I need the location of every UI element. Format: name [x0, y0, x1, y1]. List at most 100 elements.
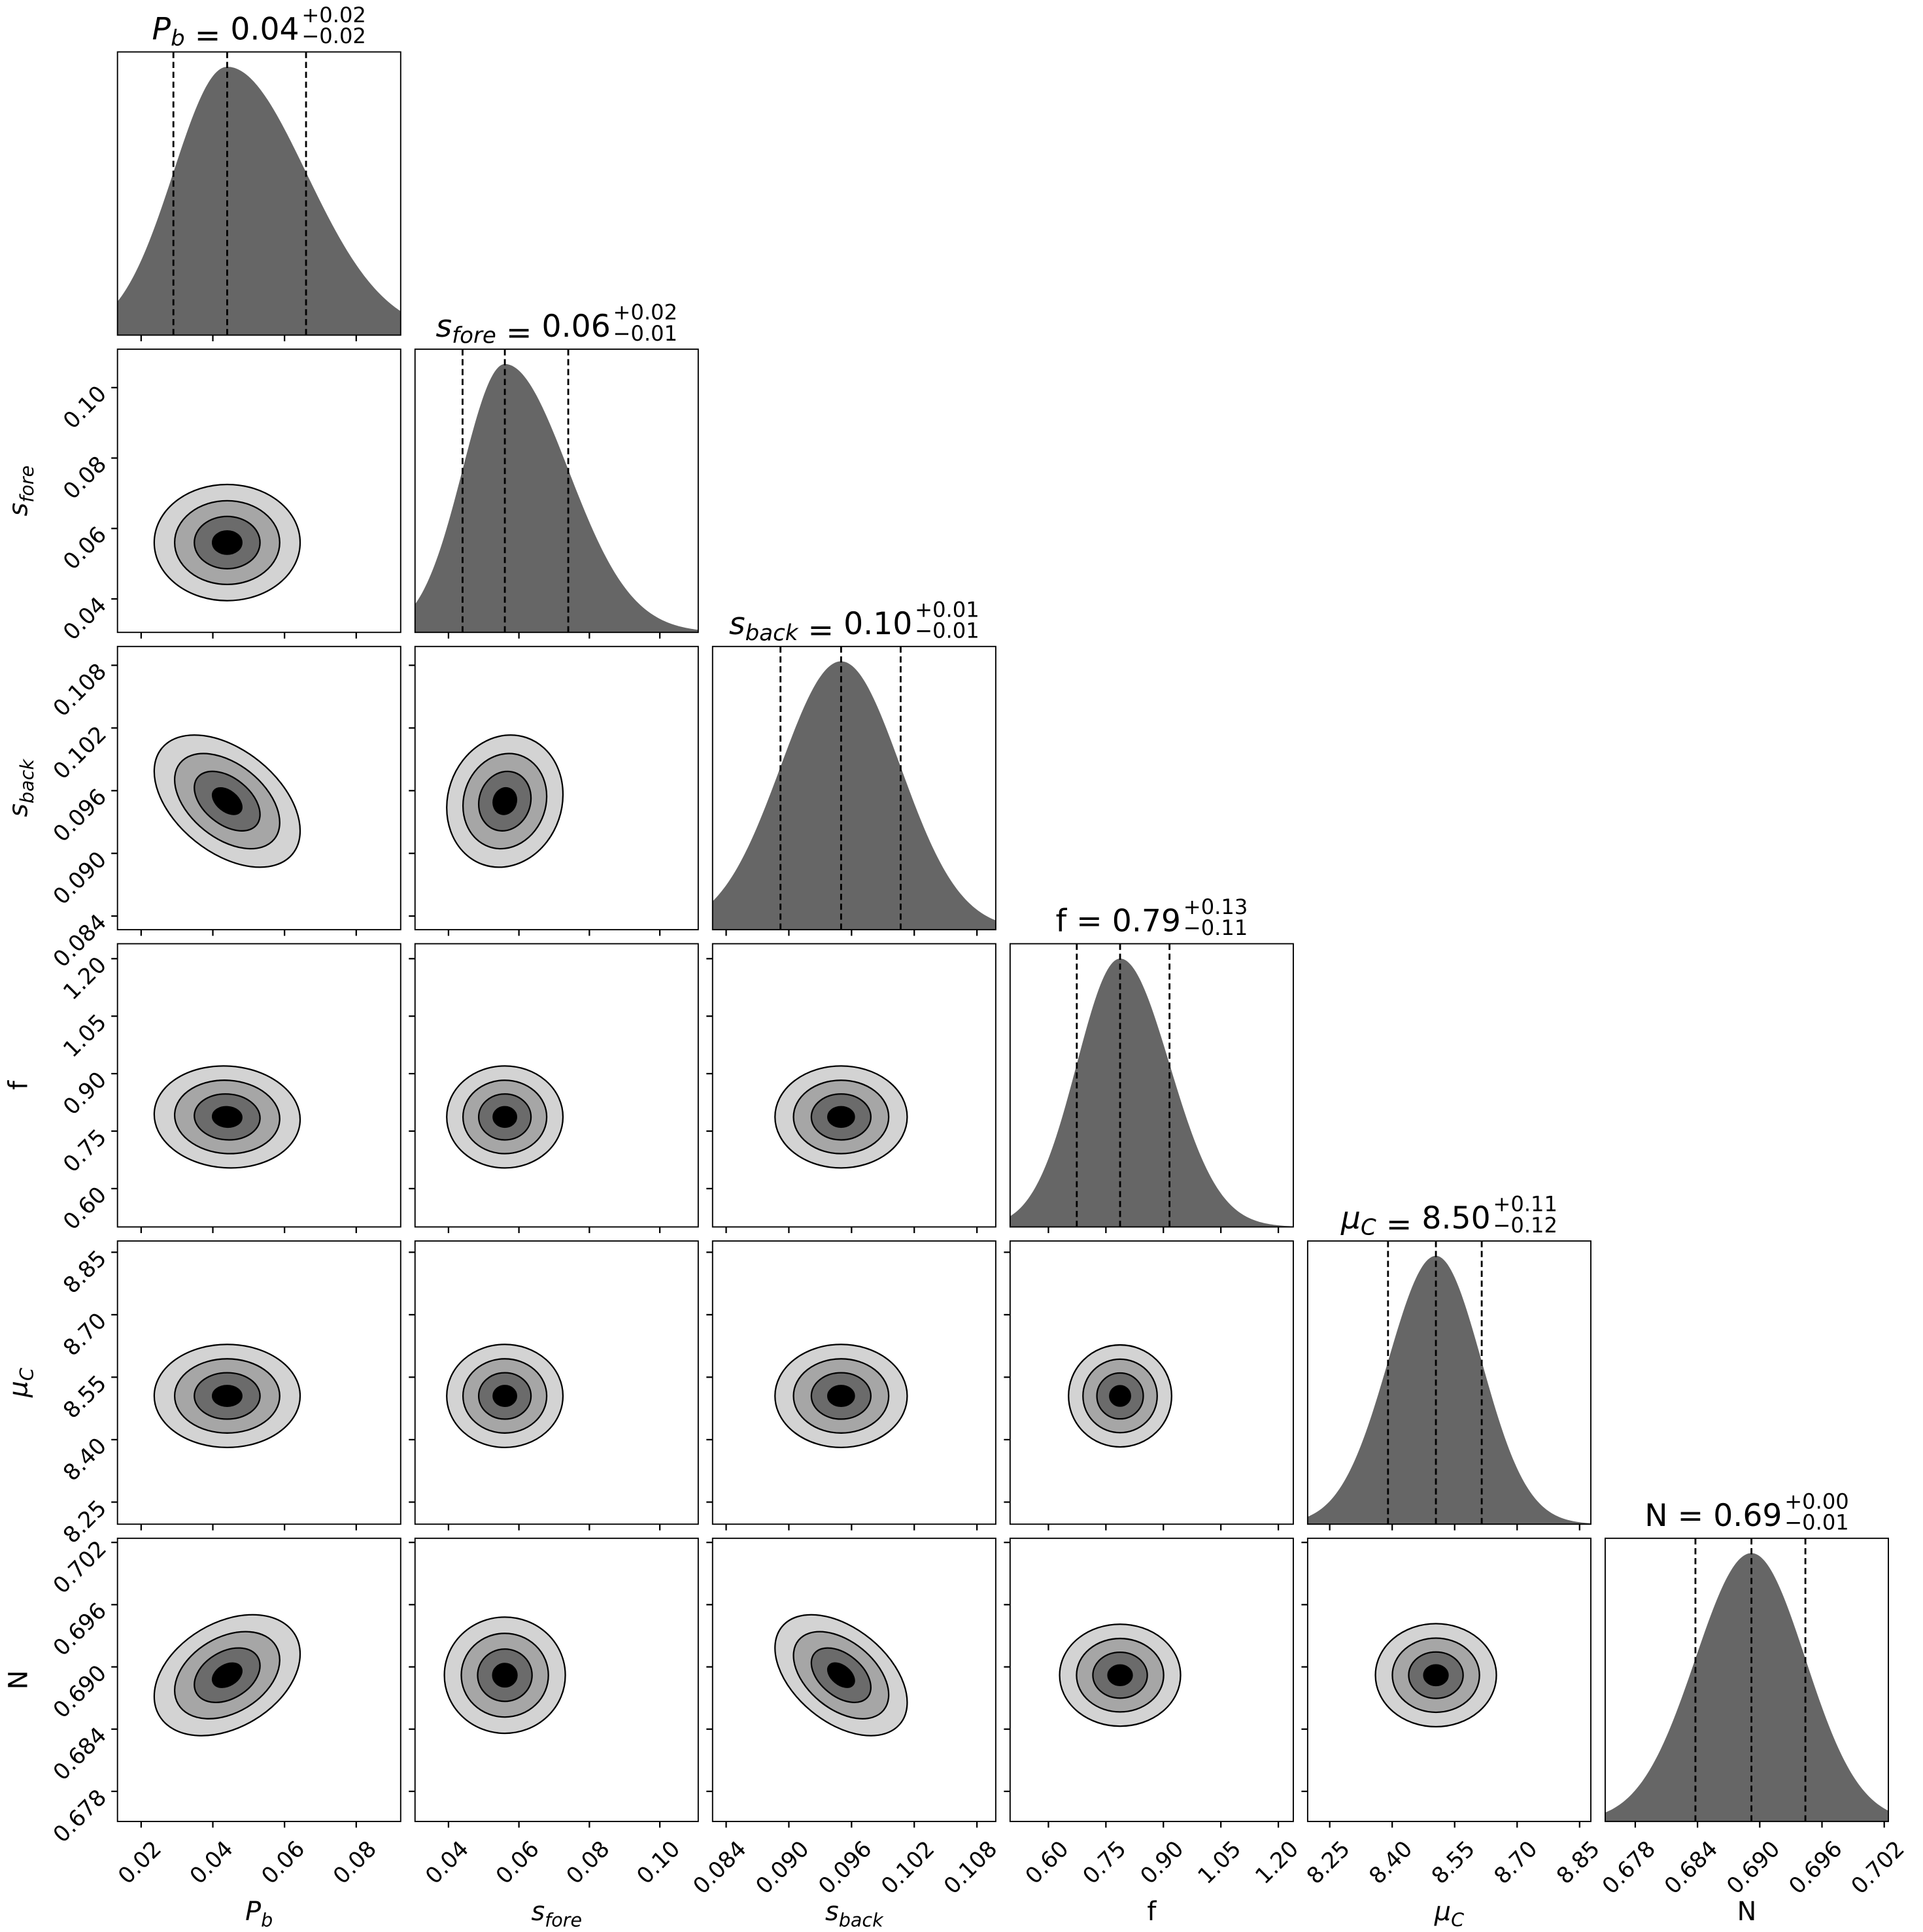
y-axis-label-5: N [4, 1670, 34, 1690]
x-tick-label: 0.696 [1784, 1836, 1847, 1899]
x-tick-label: 0.10 [632, 1836, 685, 1890]
histogram-panel-3 [1009, 943, 1294, 1234]
panel-frame [1306, 1537, 1591, 1822]
panel-frame [414, 943, 699, 1228]
x-tick-label: 0.08 [328, 1836, 382, 1890]
x-tick-label: 8.70 [1489, 1836, 1542, 1890]
contour-panel-0-4: 8.25 8.40 8.55 8.70 8.85 [58, 1240, 401, 1549]
x-tick-label: 0.702 [1846, 1836, 1910, 1899]
histogram-fill [1307, 1255, 1591, 1525]
title-minus: −0.01 [1784, 1510, 1849, 1535]
contour-level-0 [211, 1106, 243, 1128]
y-tick-label: 0.090 [48, 847, 112, 910]
title-main: sback = 0.10 [729, 606, 912, 648]
panel-frame [711, 645, 996, 930]
title-minus: −0.01 [613, 321, 678, 346]
title-4: μC = 8.50 +0.11−0.12 [1340, 1192, 1557, 1243]
contour-level-0 [827, 1106, 855, 1128]
y-tick-label: 0.60 [58, 1181, 112, 1235]
contour-level-0 [211, 787, 243, 815]
title-3: f = 0.79 +0.13−0.11 [1055, 894, 1248, 940]
histogram-panel-0 [116, 51, 401, 342]
x-axis-label-0: Pb [245, 1897, 273, 1931]
contour-panel-4-5: 8.25 8.40 8.55 8.70 8.85 [1301, 1537, 1605, 1890]
y-tick-label: 0.696 [48, 1598, 112, 1661]
panel-frame [414, 348, 699, 634]
y-tick-label: 0.096 [48, 784, 112, 847]
y-axis-label-3: f [4, 1080, 34, 1090]
y-axis-label-4: μC [4, 1368, 38, 1398]
title-plus: +0.11 [1493, 1192, 1557, 1217]
x-tick-label: 0.08 [562, 1836, 615, 1890]
contour-level-0 [1107, 1664, 1133, 1686]
contour-level-0 [1423, 1664, 1449, 1687]
title-main: N = 0.69 [1644, 1498, 1782, 1534]
panel-frame [116, 348, 401, 634]
title-minus: −0.01 [915, 619, 979, 643]
panel-frame [116, 943, 401, 1228]
x-tick-label: 0.690 [1722, 1836, 1785, 1899]
x-tick-label: 0.678 [1597, 1836, 1661, 1899]
title-plus: +0.01 [915, 597, 979, 622]
panel-frame [1009, 1537, 1294, 1822]
x-tick-label: 0.090 [751, 1836, 814, 1899]
contour-level-0 [1109, 1385, 1131, 1407]
y-tick-label: 8.85 [58, 1246, 112, 1299]
title-plus: +0.02 [613, 300, 678, 325]
x-axis-label-5: N [1737, 1897, 1757, 1927]
contour-panel-0-1: 0.04 0.06 0.08 0.10 [58, 348, 401, 645]
y-tick-label: 0.102 [48, 721, 112, 785]
title-plus: +0.02 [301, 3, 366, 27]
contour-level-0 [492, 787, 518, 815]
x-tick-label: 0.60 [1021, 1836, 1074, 1890]
y-tick-label: 8.25 [58, 1495, 112, 1549]
histogram-fill [712, 661, 996, 930]
x-tick-label: 0.096 [813, 1836, 877, 1899]
histogram-panel-1 [414, 348, 699, 639]
contour-panel-0-5: 0.02 0.04 0.06 0.080.6780.6840.6900.6960.70… [48, 1536, 401, 1890]
contour-level-0 [827, 1385, 855, 1407]
title-main: sfore = 0.06 [436, 309, 611, 350]
panel-frame [711, 943, 996, 1228]
title-main: f = 0.79 [1055, 904, 1181, 940]
y-tick-label: 8.40 [58, 1432, 112, 1486]
x-tick-label: 0.02 [113, 1836, 167, 1890]
contour-panel-1-4 [409, 1240, 699, 1531]
title-minus: −0.12 [1493, 1213, 1557, 1238]
x-axis-label-1: sfore [531, 1897, 582, 1931]
contour-panel-2-4 [706, 1240, 996, 1531]
contour-level-0 [211, 1385, 243, 1407]
y-axis-label-1: sfore [4, 466, 38, 517]
contour-panel-1-5: 0.04 0.06 0.08 0.10 [409, 1537, 699, 1890]
panel-frame [1604, 1537, 1889, 1822]
x-tick-label: 0.75 [1078, 1836, 1132, 1890]
title-plus: +0.13 [1183, 894, 1248, 919]
title-plus: +0.00 [1784, 1489, 1849, 1514]
x-tick-label: 1.20 [1250, 1836, 1304, 1890]
panel-frame [711, 1240, 996, 1525]
x-tick-label: 0.04 [420, 1836, 474, 1890]
contour-panel-3-4 [1004, 1240, 1294, 1531]
x-tick-label: 0.684 [1659, 1836, 1723, 1899]
y-tick-label: 8.55 [58, 1370, 112, 1424]
x-tick-label: 0.108 [939, 1836, 1002, 1899]
panel-frame [1306, 1240, 1591, 1525]
y-tick-label: 0.04 [58, 592, 112, 645]
x-tick-label: 1.05 [1193, 1836, 1246, 1890]
x-axis-label-3: f [1147, 1897, 1157, 1927]
histogram-panel-2 [711, 645, 996, 936]
histogram-fill [1605, 1553, 1889, 1822]
contour-panel-1-3 [409, 943, 699, 1234]
title-main: Pb = 0.04 [152, 12, 299, 54]
title-minus: −0.11 [1183, 915, 1248, 940]
histogram-fill [415, 364, 698, 633]
panel-frame [1009, 1240, 1294, 1525]
panel-frame [116, 645, 401, 930]
panel-frame [414, 1537, 699, 1822]
y-tick-label: 0.75 [58, 1124, 112, 1178]
y-tick-label: 0.108 [48, 658, 112, 722]
y-axis-label-2: sback [4, 758, 38, 817]
